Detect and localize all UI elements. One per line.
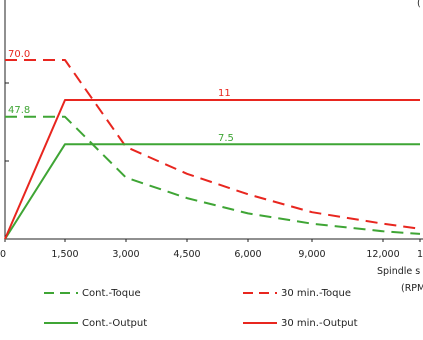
x-tick-label-1: 1,500 [51, 249, 78, 260]
x-tick-label-5: 9,000 [298, 249, 325, 260]
x-tick-label-3: 4,500 [173, 249, 200, 260]
series-line-30-min-output [4, 99, 420, 240]
legend-label-0: Cont.-Toque [82, 288, 141, 299]
annotation-0: 70.0 [8, 49, 30, 60]
x-tick-label-6: 12,000 [366, 249, 399, 260]
annotation-1: 47.8 [8, 105, 30, 116]
legend-label-2: Cont.-Output [82, 318, 147, 329]
corner-label: ( [417, 0, 421, 9]
x-axis-unit: (RPM [401, 283, 423, 294]
annotation-2: 11 [218, 88, 231, 99]
legend-label-3: 30 min.-Output [281, 318, 358, 329]
axes: 0 1,500 3,000 4,500 6,000 9,000 12,000 1 Spindle… [0, 0, 423, 294]
annotation-layer: 70.0 47.8 11 7.5 [8, 49, 234, 144]
series-line-cont-output [4, 143, 420, 240]
x-tick-label-7: 1 [417, 249, 423, 260]
legend-label-1: 30 min.-Toque [281, 288, 351, 299]
series-layer [4, 59, 421, 240]
legend: Cont.-Toque 30 min.-Toque Cont.-Output 30 m… [44, 288, 358, 329]
annotation-3: 7.5 [218, 133, 234, 144]
x-tick-label-2: 3,000 [112, 249, 139, 260]
series-line-30-min-toque [5, 59, 421, 230]
x-tick-label-0: 0 [0, 249, 6, 260]
x-tick-label-4: 6,000 [234, 249, 261, 260]
series-line-cont-toque [5, 115, 421, 235]
x-axis-label: Spindle s [377, 266, 420, 277]
